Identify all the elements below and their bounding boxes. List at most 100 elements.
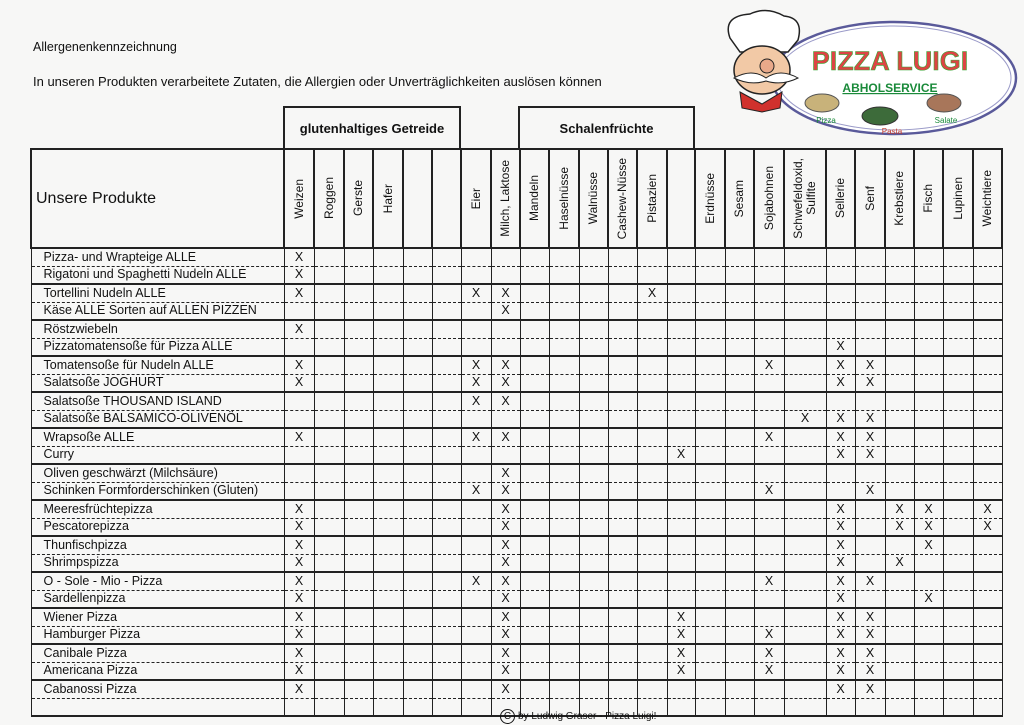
allergen-mark — [884, 608, 915, 627]
allergen-mark — [578, 392, 609, 411]
allergen-mark — [753, 266, 785, 285]
allergen-column-label: Milch, Laktose — [498, 160, 512, 237]
allergen-mark — [519, 410, 550, 429]
allergen-mark — [431, 392, 462, 411]
product-name: Meeresfrüchtepizza — [30, 500, 285, 519]
allergen-mark — [724, 464, 755, 483]
allergen-mark: X — [666, 446, 696, 465]
allergen-column-label: Hafer — [380, 183, 395, 214]
allergen-mark — [854, 392, 886, 411]
allergen-mark — [519, 248, 550, 267]
allergen-mark — [431, 698, 462, 717]
allergen-mark — [578, 428, 609, 447]
salad-image — [926, 93, 962, 113]
allergen-mark — [666, 482, 696, 501]
allergen-mark — [431, 284, 462, 303]
allergen-mark: X — [753, 428, 785, 447]
allergen-mark — [372, 338, 404, 357]
allergen-mark: X — [283, 284, 315, 303]
allergen-mark — [519, 356, 550, 375]
allergen-mark — [578, 572, 609, 591]
allergen-mark — [942, 338, 974, 357]
allergen-mark — [884, 572, 915, 591]
allergen-mark: X — [854, 644, 886, 663]
allergen-mark — [519, 374, 550, 393]
allergen-mark — [913, 554, 944, 573]
allergen-mark — [884, 590, 915, 609]
allergen-mark — [942, 536, 974, 555]
allergen-column-label: Schwefeldoxid, Sulfite — [791, 158, 818, 239]
logo-tagline: ABHOLSERVICE — [842, 81, 937, 95]
allergen-mark — [694, 662, 726, 681]
allergen-mark — [343, 446, 374, 465]
allergen-mark — [666, 392, 696, 411]
footer-text: by Ludwig Graser - Pizza Luigi! — [518, 711, 657, 722]
allergen-mark — [666, 320, 696, 339]
product-name: Canibale Pizza — [30, 644, 285, 663]
allergen-mark — [607, 608, 638, 627]
allergen-mark: X — [490, 626, 521, 645]
allergen-mark — [607, 284, 638, 303]
table-row: Hamburger Pizza X X X X X X — [30, 626, 1003, 645]
allergen-mark: X — [283, 518, 315, 537]
allergen-mark — [460, 500, 492, 519]
allergen-column-header: Walnüsse — [578, 148, 609, 249]
allergen-mark — [519, 446, 550, 465]
allergen-mark — [666, 248, 696, 267]
allergen-mark — [372, 644, 404, 663]
allergen-mark — [783, 590, 827, 609]
allergen-mark — [753, 338, 785, 357]
allergen-mark — [431, 446, 462, 465]
allergen-mark — [884, 662, 915, 681]
allergen-mark — [783, 374, 827, 393]
allergen-mark — [372, 608, 404, 627]
allergen-mark — [666, 536, 696, 555]
allergen-mark — [636, 320, 668, 339]
allergen-column-header — [402, 148, 433, 249]
allergen-mark — [724, 680, 755, 699]
allergen-mark — [313, 338, 345, 357]
allergen-mark — [313, 554, 345, 573]
allergen-mark — [313, 302, 345, 321]
allergen-mark: X — [825, 410, 856, 429]
allergen-mark: X — [825, 356, 856, 375]
allergen-mark — [724, 356, 755, 375]
allergen-mark — [343, 554, 374, 573]
allergen-mark — [783, 518, 827, 537]
allergen-mark — [578, 464, 609, 483]
chef-icon — [727, 9, 801, 113]
allergen-mark — [283, 446, 315, 465]
document-subtitle: In unseren Produkten verarbeitete Zutate… — [33, 74, 602, 89]
allergen-mark — [313, 644, 345, 663]
logo-item-salate: Salate — [935, 116, 958, 125]
allergen-mark — [578, 320, 609, 339]
table-row: Shrimpspizza X X X X — [30, 554, 1003, 573]
allergen-mark: X — [825, 446, 856, 465]
allergen-mark — [972, 626, 1003, 645]
allergen-mark: X — [490, 644, 521, 663]
allergen-column-header: Fisch — [913, 148, 944, 249]
allergen-mark — [519, 680, 550, 699]
allergen-mark — [972, 482, 1003, 501]
allergen-mark: X — [283, 428, 315, 447]
allergen-mark: X — [825, 608, 856, 627]
allergen-mark — [694, 284, 726, 303]
allergen-mark — [431, 572, 462, 591]
allergen-mark: X — [825, 644, 856, 663]
allergen-mark — [972, 644, 1003, 663]
allergen-mark — [460, 518, 492, 537]
allergen-mark — [854, 320, 886, 339]
allergen-mark: X — [283, 590, 315, 609]
allergen-mark — [490, 446, 521, 465]
allergen-mark — [972, 572, 1003, 591]
allergen-mark — [884, 374, 915, 393]
allergen-column-header: Sojabohnen — [753, 148, 785, 249]
allergen-mark — [283, 410, 315, 429]
allergen-mark — [578, 374, 609, 393]
allergen-mark — [431, 644, 462, 663]
allergen-mark — [913, 410, 944, 429]
allergen-mark — [402, 626, 433, 645]
allergen-mark — [854, 338, 886, 357]
allergen-mark: X — [854, 626, 886, 645]
allergen-column-header: Pistazien — [636, 148, 668, 249]
